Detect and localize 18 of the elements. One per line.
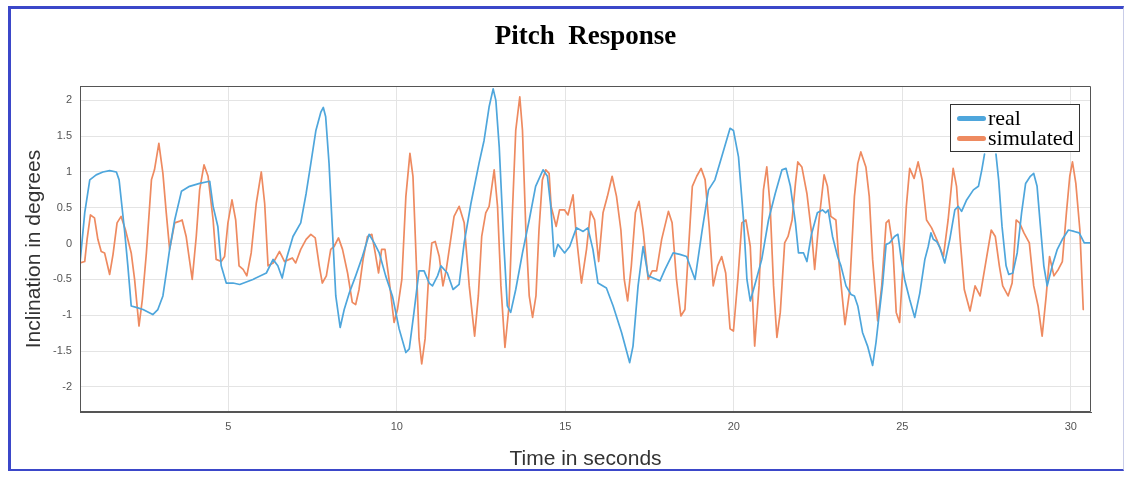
y-tick-label: 1.5 [56, 129, 72, 142]
x-tick-label: 5 [225, 419, 232, 432]
y-tick-label: -0.5 [53, 272, 72, 285]
x-tick-label: 10 [390, 419, 403, 432]
y-tick-label: 0.5 [56, 200, 72, 213]
x-tick-label: 30 [1064, 419, 1077, 432]
y-tick-label: -2 [62, 379, 72, 392]
y-tick-label: -1 [62, 308, 72, 321]
x-axis-title: Time in seconds [509, 446, 662, 470]
y-tick-label: -1.5 [53, 344, 72, 357]
y-tick-label: 2 [65, 93, 72, 106]
y-axis-title: Inclination in degrees [21, 149, 45, 349]
y-tick-label: 1 [65, 165, 72, 178]
chart-title: Pitch Response [494, 20, 677, 51]
x-tick-label: 15 [559, 419, 572, 432]
x-tick-label: 25 [896, 419, 909, 432]
y-tick-label: 0 [65, 236, 72, 249]
x-tick-label: 20 [727, 419, 740, 432]
